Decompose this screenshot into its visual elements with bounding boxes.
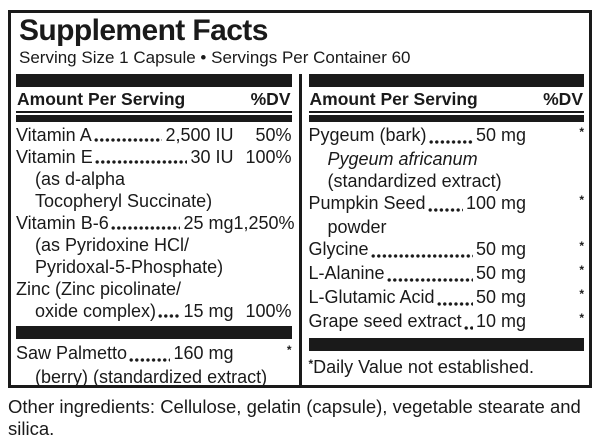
ingredient-row: Pumpkin Seed 100 mg * (308, 192, 584, 216)
asterisk-marker: * (579, 193, 584, 207)
asterisk-marker: * (286, 343, 292, 357)
amount-per-serving-label: Amount Per Serving (17, 89, 186, 109)
dv-label: %DV (250, 89, 291, 109)
ingredient-dv: * (526, 192, 584, 216)
serving-info: Serving Size 1 Capsule • Servings Per Co… (19, 48, 411, 67)
ingredient-name: Pygeum (bark) (308, 125, 427, 145)
dot-leader (386, 277, 473, 283)
ingredient-continuation: (standardized extract) (327, 171, 502, 191)
section-bar (308, 338, 584, 351)
dot-leader (110, 225, 181, 231)
section-bar (16, 74, 292, 87)
ingredient-continuation: Pygeum africanum (327, 149, 478, 169)
ingredient-continuation: Tocopheryl Succinate) (35, 191, 213, 211)
dot-leader (427, 207, 463, 213)
ingredient-name: Pumpkin Seed (308, 193, 426, 213)
panel-title: Supplement Facts (19, 14, 268, 47)
ingredient-dv: * (526, 310, 584, 334)
dot-leader (436, 301, 473, 307)
ingredient-continuation: (as d-alpha (35, 169, 126, 189)
ingredient-dv: 50% (255, 125, 292, 145)
asterisk-marker: * (579, 287, 584, 301)
ingredient-dv: * (526, 262, 584, 286)
ingredient-amount: 15 mg (183, 301, 234, 321)
column-header: Amount Per Serving %DV (16, 87, 292, 111)
ingredient-row: oxide complex) 15 mg 100% (16, 300, 292, 322)
asterisk-marker: * (579, 311, 584, 325)
ingredient-name: Vitamin E (16, 147, 93, 167)
ingredient-row: Vitamin E 30 IU 100% (16, 146, 292, 168)
ingredient-amount: 50 mg (475, 287, 526, 307)
dot-leader (94, 159, 188, 165)
ingredient-amount: 25 mg (183, 213, 234, 233)
section-bar (16, 326, 292, 339)
ingredient-name: L-Alanine (308, 263, 385, 283)
ingredient-name: L-Glutamic Acid (308, 287, 435, 307)
dv-footnote: *Daily Value not established. (308, 357, 534, 377)
ingredient-amount: 2,500 IU (165, 125, 234, 145)
ingredient-name: oxide complex) (35, 301, 157, 321)
ingredient-dv: 100% (245, 301, 292, 321)
dot-leader (428, 139, 473, 145)
ingredient-row: L-Glutamic Acid 50 mg * (308, 286, 584, 310)
nutrition-column-left: Amount Per Serving %DV Vitamin A 2,500 IU… (16, 74, 295, 388)
header-rule (308, 111, 584, 122)
ingredient-amount: 50 mg (475, 263, 526, 283)
ingredient-name: Grape seed extract (308, 311, 462, 331)
ingredient-row: L-Alanine 50 mg * (308, 262, 584, 286)
dv-label: %DV (543, 89, 583, 109)
asterisk-marker: * (579, 125, 584, 139)
ingredient-dv: 100% (245, 147, 292, 167)
supplement-facts-panel: Supplement Facts Serving Size 1 Capsule … (8, 10, 592, 388)
ingredient-dv: * (526, 124, 584, 148)
header-rule (16, 111, 292, 122)
ingredient-name: Saw Palmetto (16, 343, 128, 363)
ingredient-row: Glycine 50 mg * (308, 238, 584, 262)
dot-leader (93, 137, 163, 143)
ingredient-amount: 10 mg (475, 311, 526, 331)
ingredient-continuation: Zinc (Zinc picolinate/ (16, 279, 182, 299)
ingredient-dv: * (526, 286, 584, 310)
ingredient-continuation: powder (327, 217, 387, 237)
dot-leader (370, 253, 473, 259)
ingredient-row: Saw Palmetto 160 mg * (16, 342, 292, 366)
nutrition-columns: Amount Per Serving %DV Vitamin A 2,500 IU… (16, 74, 584, 388)
ingredient-dv: * (526, 238, 584, 262)
asterisk-marker: * (579, 263, 584, 277)
ingredient-row: Pygeum (bark) 50 mg * (308, 124, 584, 148)
ingredient-rows: Pygeum (bark) 50 mg * Pygeum africanum (stan… (308, 122, 584, 380)
ingredient-continuation: (as Pyridoxine HCl/ (35, 235, 190, 255)
ingredient-name: Vitamin B-6 (16, 213, 109, 233)
dot-leader (158, 313, 181, 319)
ingredient-amount: 30 IU (190, 147, 234, 167)
ingredient-name: Vitamin A (16, 125, 92, 145)
ingredient-dv: 1,250% (233, 213, 295, 233)
ingredient-rows: Vitamin A 2,500 IU 50% Vitamin E 30 IU 100% (a… (16, 122, 295, 388)
amount-per-serving-label: Amount Per Serving (309, 89, 478, 109)
ingredient-amount: 160 mg (173, 343, 234, 363)
ingredient-continuation: (berry) (standardized extract) (35, 367, 268, 387)
other-ingredients: Other ingredients: Cellulose, gelatin (c… (8, 396, 581, 439)
ingredient-row: Grape seed extract 10 mg * (308, 310, 584, 334)
ingredient-row: Vitamin B-6 25 mg 1,250% (16, 212, 295, 234)
ingredient-amount: 100 mg (465, 193, 526, 213)
asterisk-marker: * (579, 239, 584, 253)
ingredient-row: Vitamin A 2,500 IU 50% (16, 124, 292, 146)
ingredient-amount: 50 mg (475, 239, 526, 259)
ingredient-name: Glycine (308, 239, 369, 259)
column-header: Amount Per Serving %DV (309, 87, 585, 111)
column-divider (298, 74, 302, 388)
ingredient-amount: 50 mg (475, 125, 526, 145)
ingredient-dv: * (234, 342, 292, 366)
section-bar (308, 74, 584, 87)
nutrition-column-right: Amount Per Serving %DV Pygeum (bark) 50 m… (308, 74, 585, 388)
dot-leader (129, 357, 171, 363)
dot-leader (463, 325, 473, 331)
ingredient-continuation: Pyridoxal-5-Phosphate) (35, 257, 224, 277)
asterisk-marker: * (308, 357, 314, 371)
